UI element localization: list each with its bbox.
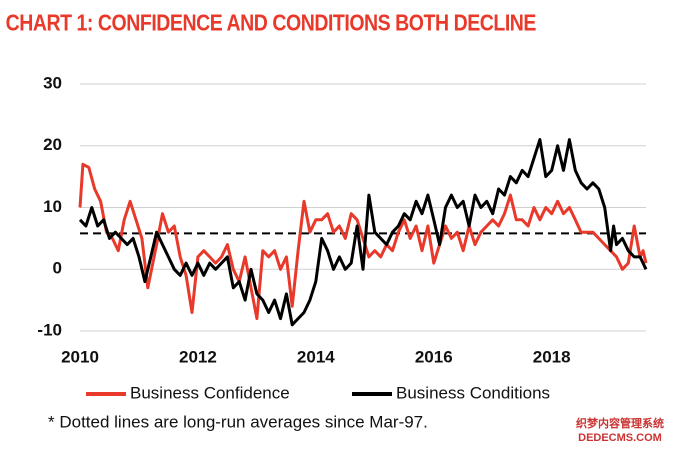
- x-tick-label: 2018: [533, 347, 571, 366]
- series-line: [78, 162, 648, 321]
- x-tick-label: 2016: [415, 347, 453, 366]
- watermark: 织梦内容管理系统: [576, 416, 664, 430]
- legend-label: Business Conditions: [396, 383, 550, 402]
- legend-label: Business Confidence: [130, 383, 290, 402]
- x-tick-label: 2010: [61, 347, 99, 366]
- y-tick-label: 10: [43, 197, 62, 216]
- y-tick-label: -10: [37, 320, 62, 339]
- footnote: * Dotted lines are long-run averages sin…: [48, 412, 428, 431]
- y-tick-label: 20: [43, 135, 62, 154]
- y-tick-label: 30: [43, 73, 62, 92]
- chart-title: CHART 1: CONFIDENCE AND CONDITIONS BOTH …: [6, 10, 537, 36]
- x-tick-label: 2012: [179, 347, 217, 366]
- y-tick-label: 0: [53, 259, 62, 278]
- watermark: DEDECMS.COM: [578, 432, 662, 444]
- series-line: [78, 138, 648, 327]
- x-tick-label: 2014: [297, 347, 335, 366]
